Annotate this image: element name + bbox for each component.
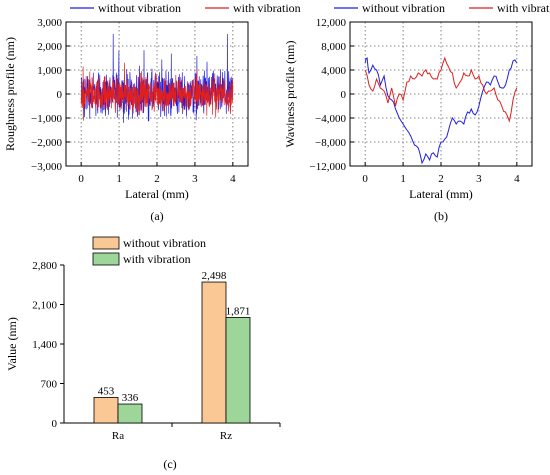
bar-value-label: 453 — [98, 385, 115, 397]
y-tick-label: 0 — [52, 418, 58, 430]
series-line-0 — [364, 57, 518, 165]
y-tick-label: 0 — [57, 89, 63, 101]
x-tick-label: 4 — [230, 173, 236, 185]
category-label: Ra — [112, 430, 124, 442]
panel-label: (b) — [434, 209, 448, 223]
panel-a-roughness-chart: 3,000 2,000 1,000 0 −1,000 −2,000 −3,000 0 1 2 3 4 L… — [3, 1, 301, 223]
panel-label: (a) — [150, 209, 163, 223]
legend-swatch-0 — [92, 236, 120, 250]
x-tick-label: 4 — [514, 173, 520, 185]
y-tick-label: −8,000 — [315, 137, 346, 149]
bar-value-label: 2,498 — [202, 270, 227, 282]
series-line-1 — [364, 56, 518, 123]
x-tick-label: 1 — [400, 173, 406, 185]
y-axis-title: Value (nm) — [5, 317, 19, 371]
y-tick-label: −2,000 — [31, 137, 62, 149]
bar-value-label: 336 — [122, 392, 139, 404]
bar-ra-1 — [117, 403, 143, 424]
x-tick-label: 3 — [476, 173, 482, 185]
legend-label-1: with vibration — [497, 1, 550, 15]
y-tick-label: −1,000 — [31, 113, 62, 125]
legend-label-1: with vibration — [233, 1, 301, 15]
legend-label-0: without vibration — [98, 1, 181, 15]
bar-ra-0 — [93, 397, 119, 424]
panel-c-bar-chart: without vibration with vibration 0 700 1,400… — [5, 236, 281, 471]
bar-rz-1 — [225, 317, 251, 424]
y-tick-label: −12,000 — [310, 161, 347, 173]
y-tick-label: 8,000 — [321, 41, 346, 53]
y-tick-label: −3,000 — [31, 161, 62, 173]
y-axis-title: Waviness profile (nm) — [283, 40, 297, 147]
category-label: Rz — [220, 430, 232, 442]
legend-label-1: with vibration — [123, 252, 191, 266]
x-tick-label: 2 — [438, 173, 444, 185]
y-tick-label: −4,000 — [315, 113, 346, 125]
x-axis-title: Lateral (mm) — [409, 187, 473, 201]
y-tick-label: 2,800 — [32, 260, 57, 272]
y-tick-label: 2,100 — [32, 300, 57, 312]
y-axis-title: Roughness profile (nm) — [3, 37, 17, 151]
y-tick-label: 3,000 — [37, 17, 62, 29]
y-tick-label: 2,000 — [37, 41, 62, 53]
y-tick-label: 1,400 — [32, 339, 57, 351]
panel-label: (c) — [163, 457, 176, 471]
y-tick-label: 12,000 — [316, 17, 347, 29]
x-tick-label: 0 — [362, 173, 368, 185]
panel-b-waviness-chart: 12,000 8,000 4,000 0 −4,000 −8,000 −12,000 0 1 2 3… — [283, 1, 550, 223]
legend-swatch-1 — [92, 252, 120, 266]
bar-value-label: 1,871 — [226, 305, 251, 317]
x-axis-title: Lateral (mm) — [125, 187, 189, 201]
x-tick-label: 2 — [154, 173, 160, 185]
y-tick-label: 4,000 — [321, 65, 346, 77]
series-line-1 — [80, 62, 234, 121]
y-tick-label: 0 — [341, 89, 347, 101]
legend-label-0: without vibration — [123, 236, 206, 250]
bar-rz-0 — [201, 281, 227, 424]
x-tick-label: 0 — [78, 173, 84, 185]
y-tick-label: 1,000 — [37, 65, 62, 77]
legend-label-0: without vibration — [362, 1, 445, 15]
x-tick-label: 3 — [192, 173, 198, 185]
y-tick-label: 700 — [41, 379, 58, 391]
x-tick-label: 1 — [116, 173, 122, 185]
